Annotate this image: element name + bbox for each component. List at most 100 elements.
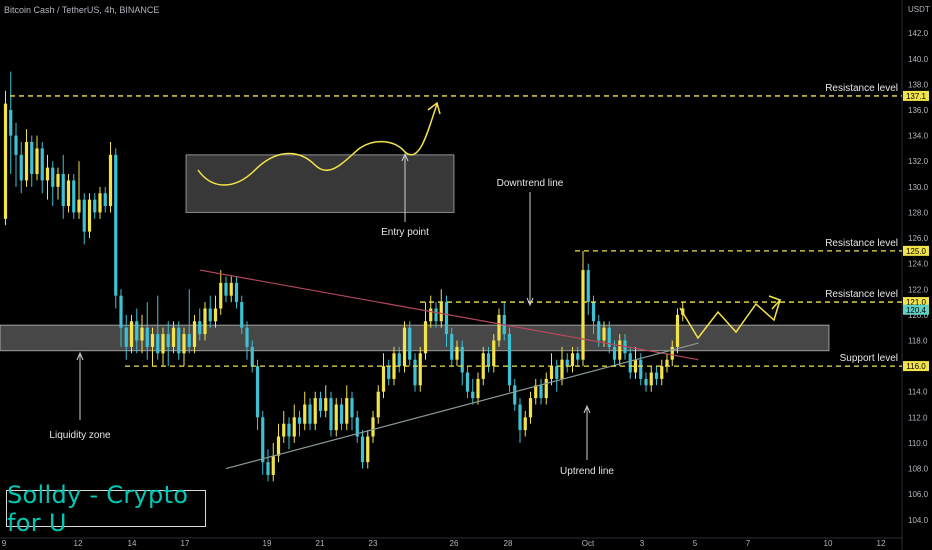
candle-body (476, 378, 480, 399)
candle-body (287, 423, 291, 437)
candle (103, 186, 107, 213)
level-label: Resistance level (825, 289, 898, 300)
candle (61, 154, 65, 219)
candle-body (345, 398, 349, 424)
candle-body (602, 327, 606, 341)
candle (51, 161, 55, 207)
y-tick-label: 136.0 (908, 106, 929, 115)
candle-body (82, 199, 86, 232)
level-price-tag: 116.0 (906, 362, 926, 371)
x-tick-label: 14 (128, 539, 137, 548)
candle-body (670, 346, 674, 360)
candle (287, 417, 291, 450)
candle (308, 398, 312, 431)
candle-body (292, 417, 296, 437)
candle-body (261, 417, 265, 463)
candle-body (14, 135, 18, 155)
candle-body (303, 404, 307, 424)
level-label: Support level (840, 353, 898, 364)
candle-body (534, 385, 538, 399)
candle-body (213, 308, 218, 322)
candle (156, 295, 160, 360)
candle-body (455, 346, 459, 360)
candle-body (135, 321, 139, 341)
current-price-tag-bg (903, 304, 929, 315)
candle-body (9, 110, 13, 136)
candle-body (77, 199, 81, 213)
candle-body (240, 302, 244, 328)
candle (339, 398, 344, 431)
candle (124, 314, 128, 360)
level-price-tag-bg (903, 297, 929, 308)
candle (376, 385, 380, 424)
candle-body (633, 359, 638, 373)
candle-body (72, 180, 76, 213)
candle (586, 263, 590, 315)
candle (261, 410, 265, 475)
candle-body (308, 404, 312, 424)
candle-body (434, 308, 438, 322)
candle-body (339, 404, 344, 424)
y-tick-label: 134.0 (908, 132, 929, 141)
candle-body (539, 385, 543, 399)
candle-body (3, 103, 8, 219)
candle (492, 334, 496, 373)
downtrend-line (199, 269, 699, 361)
candle-body (192, 321, 197, 347)
candle (618, 334, 622, 367)
candle (460, 340, 464, 386)
uptrend-label: Uptrend line (560, 466, 614, 477)
candle (98, 186, 102, 219)
x-tick-label: Oct (582, 539, 595, 548)
candle (418, 346, 422, 392)
candle-body (649, 372, 653, 386)
candle-body (402, 327, 407, 367)
candle-body (350, 398, 354, 418)
candle (565, 353, 569, 373)
candle (198, 308, 202, 341)
candle-body (376, 391, 380, 418)
candle (408, 321, 412, 367)
liquidity-zone-label: Liquidity zone (49, 430, 111, 441)
candle-body (544, 378, 548, 399)
liquidity-zone-arrowhead (76, 351, 84, 361)
candle (119, 289, 123, 347)
candle-body (586, 270, 590, 303)
y-tick-label: 114.0 (908, 388, 928, 397)
downtrend-arrowhead (526, 297, 534, 307)
candle (633, 346, 638, 379)
candle (665, 353, 669, 373)
candle (654, 366, 659, 386)
candle (114, 148, 118, 309)
candle-body (654, 372, 659, 379)
uptrend-arrowhead (583, 404, 591, 414)
candle-body (282, 423, 286, 437)
candle-body (56, 174, 60, 187)
candle (555, 359, 559, 392)
candle-body (156, 334, 160, 354)
candle (129, 314, 134, 354)
candle (381, 353, 386, 399)
candle (87, 193, 92, 239)
candle-body (182, 334, 186, 354)
brand-watermark: Solldy - Crypto for U (6, 481, 206, 537)
candle-body (576, 353, 580, 360)
candle-body (203, 308, 207, 335)
candle (360, 430, 365, 469)
candle-body (639, 359, 643, 379)
candle (371, 410, 375, 443)
candle (670, 340, 674, 367)
candle-body (392, 353, 396, 379)
candle-body (19, 154, 23, 181)
candle (77, 161, 81, 219)
candle-body (523, 417, 527, 431)
candle (240, 295, 244, 335)
candle (513, 378, 517, 411)
candle (30, 135, 34, 187)
candle-body (297, 417, 302, 424)
y-tick-label: 106.0 (908, 490, 929, 499)
candle-body (93, 199, 97, 213)
projection-curve (197, 103, 438, 186)
projection-path (679, 299, 781, 340)
